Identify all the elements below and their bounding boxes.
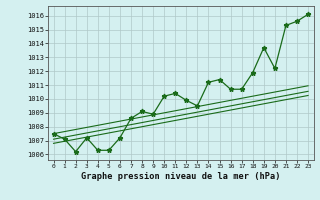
X-axis label: Graphe pression niveau de la mer (hPa): Graphe pression niveau de la mer (hPa): [81, 172, 281, 181]
